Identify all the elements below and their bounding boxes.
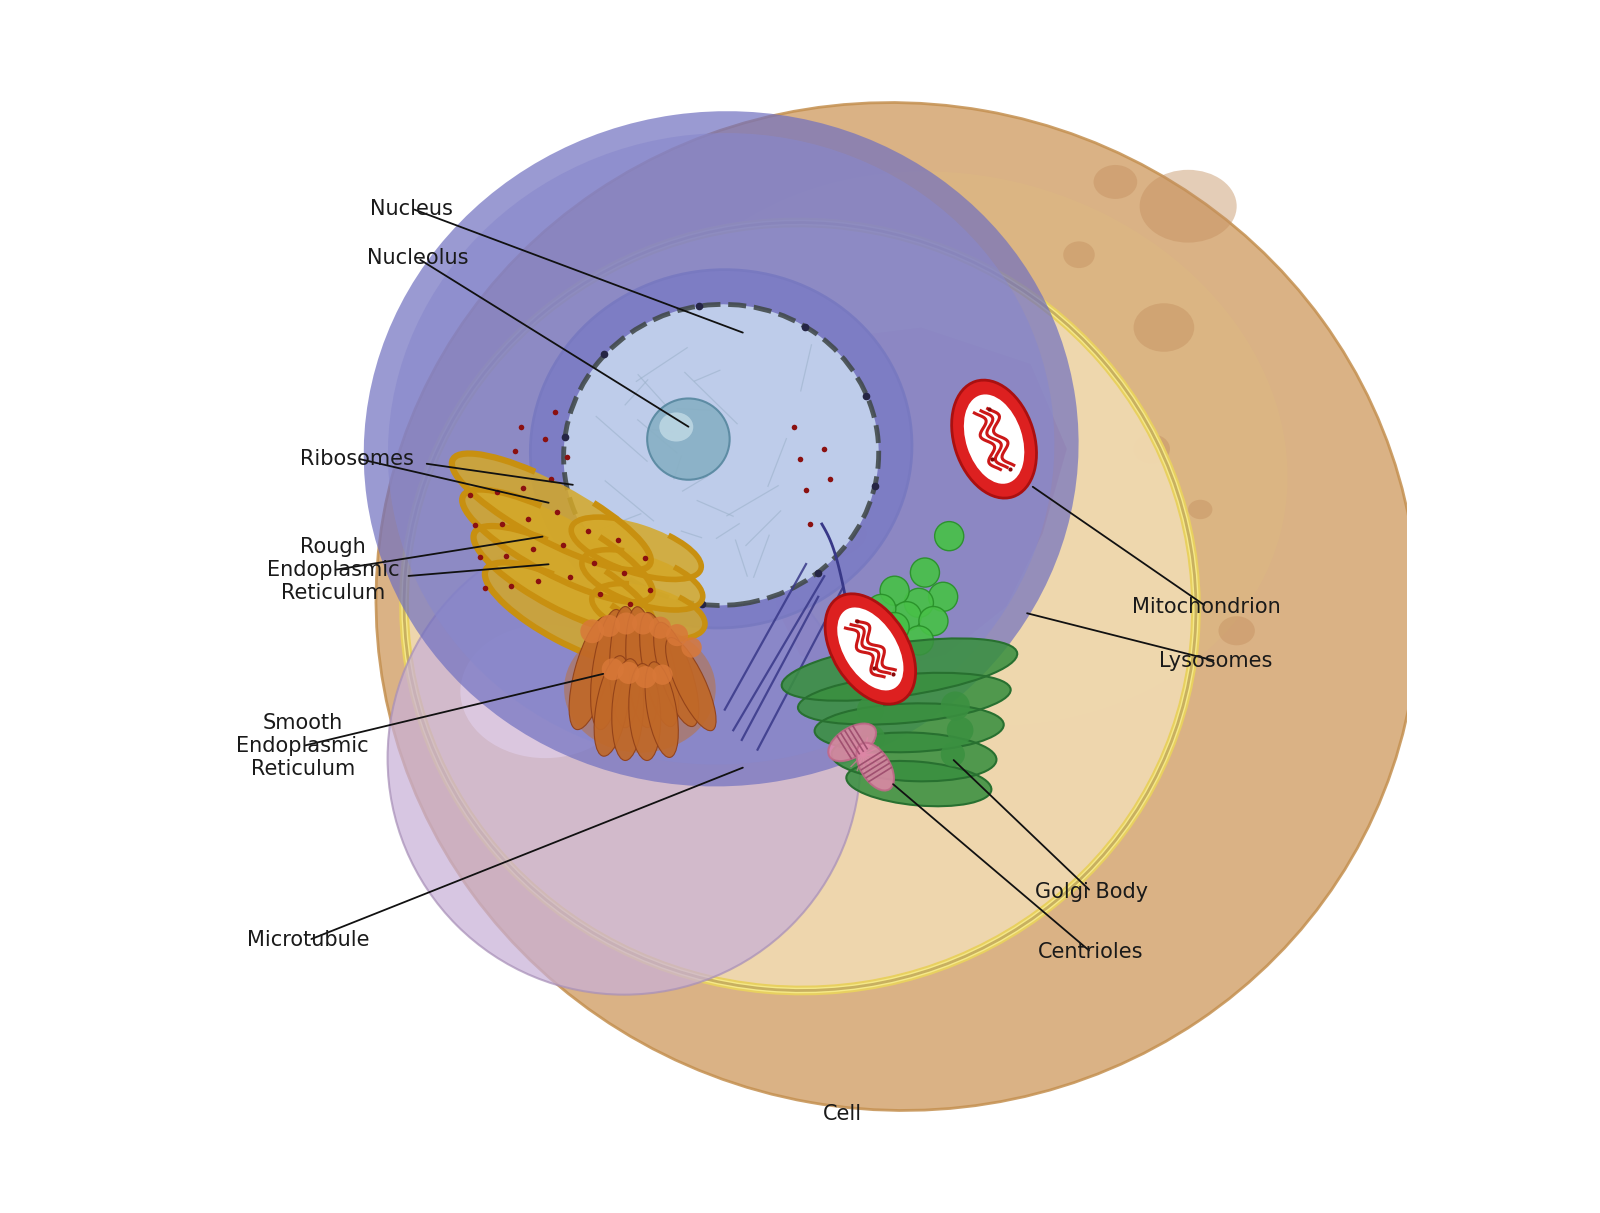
Ellipse shape (627, 171, 1288, 727)
Ellipse shape (918, 606, 947, 636)
Text: Ribosomes: Ribosomes (301, 449, 414, 468)
Ellipse shape (928, 582, 958, 611)
Ellipse shape (1133, 303, 1194, 352)
Ellipse shape (602, 659, 624, 680)
Ellipse shape (760, 480, 869, 534)
Ellipse shape (590, 609, 626, 730)
Ellipse shape (406, 224, 1194, 989)
Ellipse shape (485, 563, 654, 665)
Ellipse shape (910, 558, 939, 587)
Ellipse shape (376, 103, 1418, 1110)
Ellipse shape (461, 625, 630, 758)
Ellipse shape (594, 656, 630, 756)
Ellipse shape (611, 659, 643, 761)
Ellipse shape (571, 517, 701, 580)
Ellipse shape (837, 608, 904, 690)
Ellipse shape (1093, 165, 1138, 199)
Ellipse shape (826, 594, 915, 704)
Ellipse shape (592, 583, 706, 639)
Text: Mitochondrion: Mitochondrion (1131, 597, 1280, 616)
Ellipse shape (610, 606, 642, 728)
Ellipse shape (846, 761, 992, 807)
Ellipse shape (904, 626, 933, 655)
Ellipse shape (858, 696, 883, 723)
Polygon shape (776, 328, 1067, 679)
Ellipse shape (563, 304, 878, 605)
Ellipse shape (1189, 500, 1213, 519)
Ellipse shape (941, 691, 970, 721)
Ellipse shape (451, 454, 651, 570)
Ellipse shape (867, 594, 896, 623)
Ellipse shape (963, 394, 1024, 484)
Ellipse shape (387, 522, 861, 995)
Ellipse shape (570, 616, 614, 730)
Ellipse shape (387, 133, 1054, 764)
Ellipse shape (1139, 170, 1237, 243)
Ellipse shape (880, 613, 909, 642)
Ellipse shape (744, 412, 867, 466)
Ellipse shape (645, 662, 678, 757)
Text: Smooth
Endoplasmic
Reticulum: Smooth Endoplasmic Reticulum (237, 713, 370, 779)
Ellipse shape (666, 625, 688, 647)
Ellipse shape (618, 662, 640, 684)
Ellipse shape (750, 446, 869, 500)
Ellipse shape (650, 616, 670, 639)
Ellipse shape (832, 733, 997, 781)
Ellipse shape (829, 724, 877, 761)
Ellipse shape (582, 549, 702, 610)
Ellipse shape (861, 725, 885, 750)
Ellipse shape (934, 522, 963, 551)
Ellipse shape (666, 638, 717, 730)
Ellipse shape (952, 380, 1037, 499)
Ellipse shape (941, 742, 965, 767)
Ellipse shape (659, 412, 693, 442)
Ellipse shape (530, 269, 912, 628)
Text: Centrioles: Centrioles (1038, 943, 1144, 962)
Text: Nucleolus: Nucleolus (366, 249, 469, 268)
Ellipse shape (635, 666, 656, 688)
Ellipse shape (947, 717, 973, 744)
Ellipse shape (632, 613, 654, 634)
Ellipse shape (798, 673, 1011, 724)
Ellipse shape (565, 626, 715, 752)
Ellipse shape (856, 742, 894, 791)
Ellipse shape (653, 665, 672, 685)
Ellipse shape (646, 399, 730, 480)
Ellipse shape (782, 638, 1018, 701)
Ellipse shape (814, 704, 1003, 752)
Text: Lysosomes: Lysosomes (1160, 651, 1272, 671)
Text: Cell: Cell (822, 1104, 862, 1123)
Text: Nucleus: Nucleus (371, 199, 453, 218)
Text: Rough
Endoplasmic
Reticulum: Rough Endoplasmic Reticulum (267, 537, 400, 603)
Ellipse shape (1064, 241, 1094, 268)
Ellipse shape (598, 615, 621, 637)
Ellipse shape (654, 622, 699, 727)
Ellipse shape (363, 112, 1078, 786)
Ellipse shape (893, 602, 922, 631)
Ellipse shape (581, 620, 605, 643)
Text: Microtubule: Microtubule (248, 930, 370, 950)
Ellipse shape (1133, 434, 1170, 463)
Ellipse shape (474, 526, 653, 633)
Ellipse shape (682, 637, 702, 657)
Ellipse shape (760, 517, 864, 563)
Ellipse shape (629, 664, 661, 761)
Text: Golgi Body: Golgi Body (1035, 882, 1147, 901)
Ellipse shape (640, 613, 678, 727)
Ellipse shape (626, 606, 659, 728)
Ellipse shape (872, 637, 902, 666)
Ellipse shape (904, 588, 933, 617)
Ellipse shape (1219, 616, 1254, 645)
Ellipse shape (614, 613, 637, 634)
Ellipse shape (462, 490, 653, 602)
Ellipse shape (880, 576, 909, 605)
